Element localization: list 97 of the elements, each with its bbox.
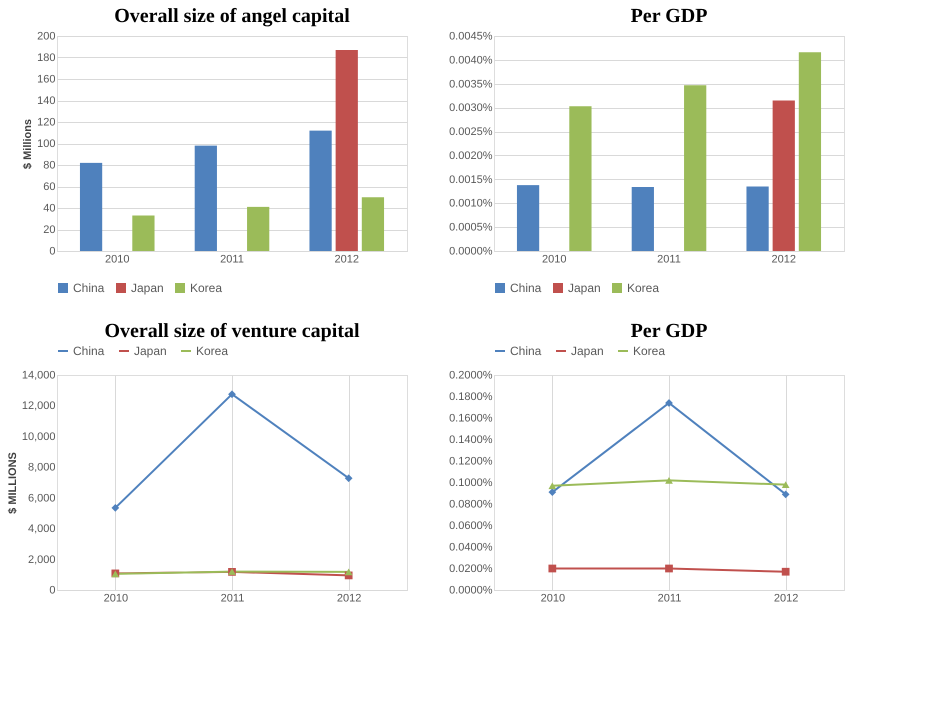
y-tick-label: 0.1800% xyxy=(449,391,493,403)
y-tick-label: 0.0600% xyxy=(449,520,493,532)
y-tick-label: 0.0200% xyxy=(449,563,493,575)
bar xyxy=(132,216,155,251)
y-tick-label: 0.0020% xyxy=(449,150,493,162)
point xyxy=(665,399,673,407)
y-tick-label: 60 xyxy=(43,181,56,193)
point xyxy=(665,476,673,484)
y-tick-label: 20 xyxy=(43,224,56,236)
point xyxy=(782,490,790,498)
legend-label: Japan xyxy=(571,344,604,358)
y-tick-label: 0.0800% xyxy=(449,498,493,510)
x-tick-label: 2012 xyxy=(772,254,796,266)
legend-label: China xyxy=(510,281,542,295)
y-tick-label: 0.0035% xyxy=(449,78,493,90)
x-tick-label: 2011 xyxy=(657,254,681,266)
bar xyxy=(569,106,592,251)
legend-label: Japan xyxy=(568,281,601,295)
y-tick-label: 12,000 xyxy=(22,400,56,412)
y-tick-label: 0 xyxy=(49,584,56,596)
y-tick-label: 4,000 xyxy=(28,523,56,536)
bar xyxy=(632,186,654,251)
y-tick-label: 0.0000% xyxy=(449,584,493,596)
y-tick-label: 0.0005% xyxy=(449,222,493,234)
y-tick-label: 180 xyxy=(37,52,56,64)
bar xyxy=(362,197,384,251)
y-tick-label: 100 xyxy=(37,138,56,150)
legend-label: Korea xyxy=(190,281,222,295)
x-tick-label: 2011 xyxy=(658,592,682,604)
point xyxy=(344,568,353,576)
x-tick-label: 2010 xyxy=(105,254,130,266)
point xyxy=(344,474,353,482)
x-tick-label: 2010 xyxy=(540,592,566,604)
y-tick-label: 0.0000% xyxy=(449,246,493,258)
bar xyxy=(772,100,795,251)
y-tick-label: 0.1400% xyxy=(449,434,493,446)
x-tick-label: 2011 xyxy=(220,254,244,266)
bar xyxy=(80,162,102,251)
y-tick-label: 6,000 xyxy=(28,492,56,504)
y-tick-label: 40 xyxy=(43,202,56,214)
y-tick-label: 0 xyxy=(49,246,56,258)
y-tick-label: 0.0030% xyxy=(449,102,493,114)
y-tick-label: 0.0400% xyxy=(449,542,493,554)
point xyxy=(665,564,673,572)
point xyxy=(548,564,556,572)
legend-label: China xyxy=(510,344,542,358)
bar xyxy=(336,50,358,251)
chart-title: Per GDP xyxy=(630,320,708,342)
y-tick-label: 0.1000% xyxy=(449,477,493,489)
bar xyxy=(684,85,706,251)
y-axis-title: $ MILLIONS xyxy=(6,452,19,514)
x-tick-label: 2010 xyxy=(104,592,128,604)
bar xyxy=(194,146,217,251)
bar xyxy=(516,185,540,251)
legend-label: Korea xyxy=(627,281,660,295)
legend-label: China xyxy=(73,344,105,358)
y-tick-label: 120 xyxy=(37,116,56,128)
y-tick-label: 200 xyxy=(37,30,56,42)
legend-label: China xyxy=(73,281,105,295)
chart-title: Per GDP xyxy=(630,5,708,27)
y-tick-label: 0.0010% xyxy=(449,198,493,210)
point xyxy=(228,390,236,398)
x-tick-label: 2012 xyxy=(774,592,798,604)
bar xyxy=(746,186,769,251)
y-tick-label: 0.0040% xyxy=(449,54,493,66)
x-tick-label: 2012 xyxy=(334,254,359,266)
legend-label: Japan xyxy=(131,281,164,295)
y-tick-label: 160 xyxy=(37,74,56,86)
chart-title: Overall size of angel capital xyxy=(114,5,350,27)
point xyxy=(111,504,120,512)
y-axis-title: $ Millions xyxy=(22,118,34,170)
y-tick-label: 0.0015% xyxy=(449,174,493,186)
y-tick-label: 10,000 xyxy=(22,430,56,443)
bar xyxy=(247,206,270,251)
chart-title: Overall size of venture capital xyxy=(104,320,360,342)
y-tick-label: 14,000 xyxy=(22,370,56,382)
point xyxy=(782,481,790,488)
point xyxy=(548,488,556,496)
y-tick-label: 2,000 xyxy=(28,554,56,566)
y-tick-label: 0.1600% xyxy=(449,412,493,424)
x-tick-label: 2011 xyxy=(220,592,244,604)
legend-label: Korea xyxy=(196,344,228,358)
legend-label: Korea xyxy=(633,344,666,358)
x-tick-label: 2012 xyxy=(336,592,362,604)
y-tick-label: 0.1200% xyxy=(449,456,493,468)
y-tick-label: 80 xyxy=(43,160,56,172)
bar xyxy=(798,52,822,251)
y-tick-label: 140 xyxy=(37,95,56,107)
point xyxy=(548,482,556,490)
legend-label: Japan xyxy=(134,344,167,358)
y-tick-label: 8,000 xyxy=(28,462,56,474)
bar xyxy=(309,130,332,251)
y-tick-label: 0.2000% xyxy=(449,370,493,382)
point xyxy=(782,568,790,576)
y-tick-label: 0.0025% xyxy=(449,126,493,138)
x-tick-label: 2010 xyxy=(542,254,566,266)
y-tick-label: 0.0045% xyxy=(449,30,493,42)
